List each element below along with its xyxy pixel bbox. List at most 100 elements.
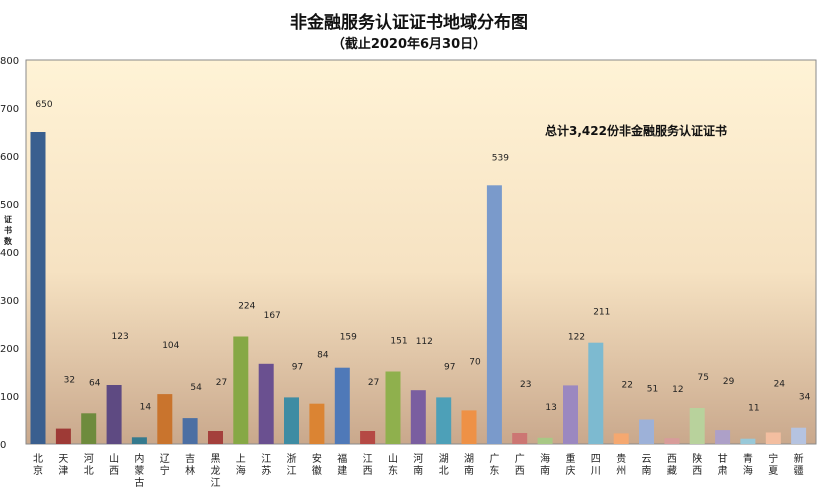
bar-陕西 — [689, 408, 705, 444]
value-label: 75 — [697, 373, 708, 383]
category-label: 上海 — [236, 453, 246, 477]
bar-江苏 — [258, 363, 274, 444]
category-label: 河北 — [84, 453, 94, 477]
value-label: 70 — [469, 357, 481, 367]
value-label: 122 — [568, 332, 585, 342]
value-label: 650 — [35, 100, 52, 110]
category-label: 河南 — [413, 453, 423, 477]
category-label: 北京 — [33, 453, 43, 477]
bar-内蒙古 — [131, 437, 147, 444]
category-label: 山东 — [388, 453, 398, 477]
bar-海南 — [537, 437, 553, 444]
bar-重庆 — [563, 385, 578, 444]
bar-天津 — [55, 428, 71, 444]
value-label: 84 — [317, 351, 329, 361]
y-tick-label: 0 — [0, 440, 6, 451]
value-label: 211 — [593, 308, 610, 318]
category-label: 江西 — [363, 453, 373, 477]
category-label: 青海 — [743, 452, 753, 477]
bar-河南 — [410, 390, 426, 444]
category-label: 安徽 — [312, 452, 322, 477]
category-label: 甘肃 — [718, 452, 728, 477]
value-label: 22 — [621, 380, 632, 390]
category-label: 广西 — [515, 453, 525, 477]
bar-贵州 — [613, 433, 629, 444]
bar-湖南 — [461, 410, 477, 444]
value-label: 14 — [140, 402, 152, 412]
bar-广西 — [512, 433, 528, 444]
bar-山东 — [385, 371, 401, 444]
bar-甘肃 — [715, 430, 731, 444]
category-label: 陕西 — [692, 452, 702, 477]
bar-云南 — [639, 419, 654, 444]
value-label: 123 — [112, 332, 129, 342]
value-label: 27 — [216, 378, 227, 388]
value-label: 64 — [89, 378, 101, 388]
y-tick-label: 700 — [0, 104, 19, 115]
y-tick-label: 600 — [0, 152, 19, 163]
value-label: 11 — [748, 404, 759, 414]
category-label: 浙江 — [287, 453, 297, 477]
value-label: 539 — [492, 153, 509, 163]
y-tick-label: 400 — [0, 248, 19, 259]
value-label: 24 — [774, 380, 786, 390]
y-tick-label: 500 — [0, 200, 19, 211]
y-tick-label: 100 — [0, 392, 19, 403]
total-annotation: 总计3,422份非金融服务认证证书 — [545, 123, 727, 138]
category-label: 新疆 — [794, 452, 804, 477]
bar-辽宁 — [157, 394, 173, 444]
category-label: 福建 — [337, 452, 347, 477]
bar-北京 — [30, 132, 46, 444]
y-tick-label: 200 — [0, 344, 19, 355]
value-label: 112 — [416, 337, 433, 347]
bar-四川 — [588, 342, 604, 444]
bar-青海 — [740, 438, 756, 444]
plot-area — [25, 59, 817, 445]
category-label: 重庆 — [566, 452, 576, 477]
bar-湖北 — [436, 397, 452, 444]
category-label: 广东 — [489, 453, 499, 477]
bar-河北 — [81, 413, 97, 444]
value-label: 151 — [390, 337, 407, 347]
value-label: 54 — [190, 383, 202, 393]
bar-江西 — [360, 431, 376, 444]
y-tick-label: 800 — [0, 56, 19, 67]
value-label: 51 — [647, 385, 658, 395]
bar-吉林 — [182, 418, 198, 444]
value-label: 224 — [238, 302, 255, 312]
category-label: 湖南 — [464, 453, 474, 477]
value-label: 104 — [162, 341, 179, 351]
y-axis-label: 证书数 — [4, 214, 13, 246]
category-label: 海南 — [540, 452, 550, 477]
value-label: 34 — [799, 393, 811, 403]
category-label: 山西 — [109, 453, 119, 477]
category-label: 云南 — [642, 454, 652, 477]
value-label: 167 — [264, 311, 281, 321]
bar-黑龙江 — [208, 431, 223, 444]
bar-新疆 — [791, 427, 807, 444]
value-label: 159 — [340, 333, 357, 343]
value-label: 29 — [723, 377, 735, 387]
y-tick-label: 300 — [0, 296, 19, 307]
value-label: 27 — [368, 378, 379, 388]
bar-福建 — [334, 367, 350, 444]
value-label: 23 — [520, 380, 531, 390]
category-label: 江苏 — [261, 453, 271, 477]
value-label: 13 — [545, 403, 556, 413]
category-label: 天津 — [58, 454, 68, 477]
category-label: 黑龙江 — [211, 453, 221, 489]
bar-山西 — [106, 385, 122, 444]
category-label: 四川 — [591, 454, 601, 477]
category-label: 吉林 — [185, 453, 195, 477]
value-label: 97 — [292, 362, 303, 372]
value-label: 97 — [444, 362, 455, 372]
value-label: 32 — [64, 376, 75, 386]
category-label: 内蒙古 — [134, 452, 144, 489]
bar-安徽 — [309, 403, 325, 444]
category-label: 宁夏 — [768, 452, 778, 477]
bar-广东 — [486, 185, 502, 445]
chart-title: 非金融服务认证证书地域分布图 — [290, 13, 528, 33]
bar-浙江 — [284, 397, 299, 444]
